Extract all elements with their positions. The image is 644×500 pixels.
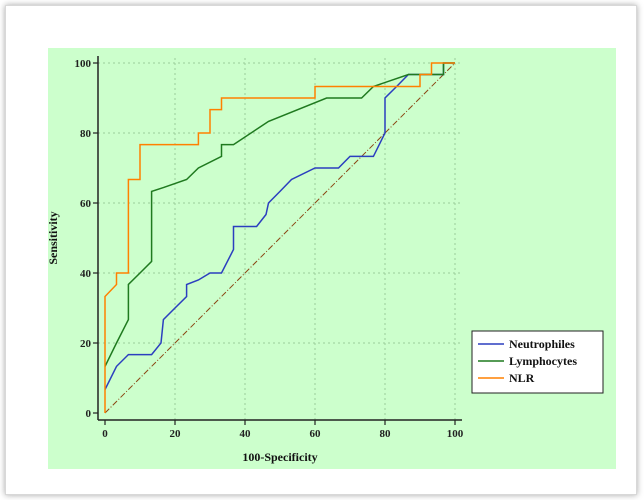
- series-line-neutrophiles: [104, 62, 455, 390]
- legend-box: [471, 330, 604, 394]
- y-tick-label-0: 0: [86, 408, 92, 420]
- legend-label-lymphocytes: Lymphocytes: [509, 354, 577, 368]
- tick-labels: 0 20 40 60 80 100 0 20 40 60 80 100: [75, 58, 464, 440]
- grid: [98, 56, 462, 420]
- y-tick-label-2: 40: [80, 268, 92, 280]
- series-line-nlr: [104, 62, 455, 413]
- y-tick-label-4: 80: [80, 128, 92, 140]
- y-tick-label-1: 20: [80, 338, 92, 350]
- x-tick-label-2: 40: [240, 428, 252, 440]
- x-tick-label-4: 80: [380, 428, 392, 440]
- legend-label-neutrophiles: Neutrophiles: [509, 337, 575, 351]
- legend-label-nlr: NLR: [509, 371, 535, 385]
- x-axis-title: 100-Specificity: [242, 450, 317, 464]
- chart-background: [48, 48, 616, 469]
- x-tick-label-0: 0: [102, 428, 108, 440]
- legend: Neutrophiles Lymphocytes NLR: [471, 330, 604, 394]
- y-tick-label-5: 100: [75, 58, 92, 70]
- x-tick-label-1: 20: [170, 428, 182, 440]
- series-line-lymphocytes: [104, 62, 455, 367]
- x-tick-label-5: 100: [447, 428, 464, 440]
- axes: [97, 56, 462, 421]
- x-tick-label-3: 60: [310, 428, 322, 440]
- reference-diagonal: [104, 62, 456, 414]
- series-lines: [104, 62, 455, 413]
- y-tick-label-3: 60: [80, 198, 92, 210]
- y-axis-title: Sensitivity: [46, 211, 60, 264]
